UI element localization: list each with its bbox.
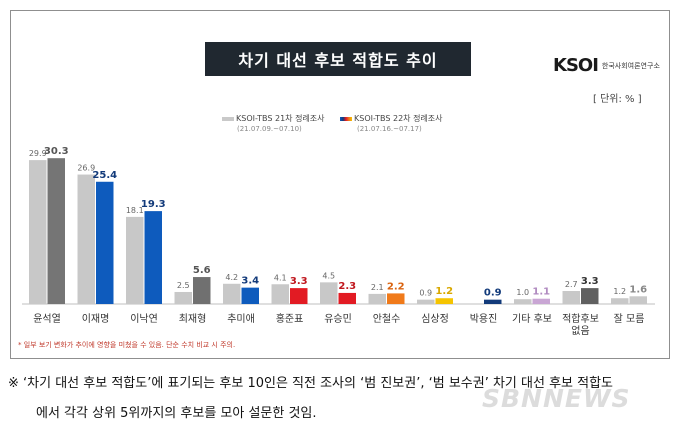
label-cur-7: 2.2 xyxy=(387,281,405,292)
category-label-6: 유승민 xyxy=(324,313,352,325)
bar-cur-8 xyxy=(435,298,453,304)
label-prev-5: 4.1 xyxy=(274,273,287,282)
label-prev-3: 2.5 xyxy=(177,281,190,290)
category-label-12: 잘 모름 xyxy=(614,313,645,325)
label-cur-3: 5.6 xyxy=(193,265,211,276)
bar-prev-3 xyxy=(174,291,192,304)
category-label-1: 이재명 xyxy=(82,313,110,325)
label-prev-12: 1.2 xyxy=(613,287,626,296)
bar-cur-11 xyxy=(581,288,599,304)
legend-label-22: KSOI-TBS 22차 정례조사 xyxy=(354,114,443,123)
bar-cur-9 xyxy=(484,299,502,304)
bar-cur-10 xyxy=(532,298,550,304)
note-line-2: 에서 각각 상위 5위까지의 후보를 모아 설문한 것임. xyxy=(36,406,317,421)
legend-swatch-22 xyxy=(340,116,352,121)
legend-date-21: (21.07.09.~07.10) xyxy=(237,125,302,133)
label-cur-8: 1.2 xyxy=(435,286,453,297)
label-prev-7: 2.1 xyxy=(371,283,384,292)
bar-cur-3 xyxy=(193,277,211,304)
category-label-5: 홍준표 xyxy=(276,312,304,325)
category-label-11-1: 없음 xyxy=(571,324,589,337)
legend-item-21: KSOI-TBS 21차 정례조사 xyxy=(222,113,325,124)
ksoi-logo: KSOI 한국사회여론연구소 xyxy=(553,55,660,76)
bar-prev-4 xyxy=(223,283,241,304)
legend-swatch-21 xyxy=(222,116,234,121)
label-prev-11: 2.7 xyxy=(565,280,578,289)
note-line-1: ※ ‘차기 대선 후보 적합도’에 표기되는 후보 10인은 직전 조사의 ‘범… xyxy=(8,376,614,391)
label-prev-4: 4.2 xyxy=(225,273,238,282)
bar-prev-12 xyxy=(611,298,629,304)
label-cur-11: 3.3 xyxy=(581,276,599,287)
chart-title: 차기 대선 후보 적합도 추이 xyxy=(205,42,471,76)
bar-prev-7 xyxy=(368,293,386,304)
bar-prev-8 xyxy=(417,299,435,304)
label-prev-6: 4.5 xyxy=(322,271,335,280)
label-prev-8: 0.9 xyxy=(419,289,432,298)
category-label-3: 최재형 xyxy=(179,313,207,325)
bar-cur-5 xyxy=(290,288,308,304)
legend-label-21: KSOI-TBS 21차 정례조사 xyxy=(236,114,325,123)
bar-cur-1 xyxy=(96,181,114,304)
category-label-9: 박용진 xyxy=(470,313,498,325)
label-prev-2: 18.1 xyxy=(126,206,144,215)
unit-label: [ 단위: % ] xyxy=(593,94,642,105)
logo-mark: KSOI xyxy=(553,55,599,76)
legend-date-22: (21.07.16.~07.17) xyxy=(357,125,422,133)
category-label-7: 안철수 xyxy=(373,313,401,325)
bar-prev-0 xyxy=(29,160,47,304)
label-cur-4: 3.4 xyxy=(241,276,259,287)
label-cur-10: 1.1 xyxy=(532,287,550,298)
bar-cur-0 xyxy=(47,158,65,304)
label-cur-6: 2.3 xyxy=(338,281,356,292)
bar-prev-1 xyxy=(77,174,95,304)
bar-cur-6 xyxy=(338,292,356,304)
legend-item-22: KSOI-TBS 22차 정례조사 xyxy=(340,113,443,124)
footnote: * 일부 보기 변화가 추이에 영향을 미쳤을 수 있음. 단순 수치 비교 시… xyxy=(18,341,236,349)
bar-cur-7 xyxy=(387,293,405,304)
category-label-0: 윤석열 xyxy=(33,313,61,325)
label-cur-9: 0.9 xyxy=(484,288,502,299)
label-cur-2: 19.3 xyxy=(141,199,166,210)
bar-prev-10 xyxy=(514,299,532,304)
bar-prev-2 xyxy=(126,216,144,304)
label-cur-12: 1.6 xyxy=(629,284,647,295)
category-label-4: 추미애 xyxy=(227,313,255,325)
bar-cur-12 xyxy=(629,296,647,304)
logo-subtitle: 한국사회여론연구소 xyxy=(601,61,660,70)
bar-cur-2 xyxy=(144,211,162,304)
label-prev-1: 26.9 xyxy=(77,164,95,173)
category-label-8: 심상정 xyxy=(421,313,449,325)
bar-prev-6 xyxy=(320,282,338,304)
watermark: SBNNEWS xyxy=(482,384,631,413)
label-prev-10: 1.0 xyxy=(516,288,529,297)
bar-prev-11 xyxy=(562,291,580,304)
category-label-2: 이낙연 xyxy=(130,313,158,325)
label-cur-0: 30.3 xyxy=(44,146,69,157)
category-label-11-0: 적합후보 xyxy=(562,313,599,325)
bar-cur-4 xyxy=(241,287,259,304)
label-prev-0: 29.9 xyxy=(29,149,47,158)
label-cur-1: 25.4 xyxy=(92,170,117,181)
bar-prev-5 xyxy=(271,284,289,304)
label-cur-5: 3.3 xyxy=(290,276,308,287)
category-label-10: 기타 후보 xyxy=(512,313,552,325)
